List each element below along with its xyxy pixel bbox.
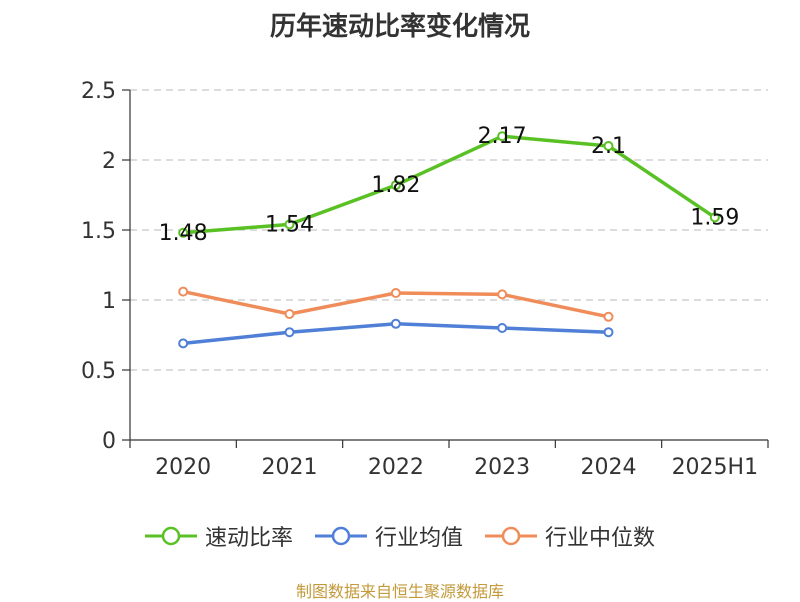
- x-tick-label: 2020: [155, 455, 211, 480]
- legend-marker-industry-median: [485, 526, 537, 546]
- y-tick-label: 2: [102, 149, 116, 174]
- x-tick-label: 2024: [581, 455, 637, 480]
- data-label: 1.48: [159, 221, 208, 246]
- data-point: [178, 338, 189, 349]
- legend-label-industry-median: 行业中位数: [545, 526, 656, 551]
- data-point: [603, 311, 614, 322]
- legend: 速动比率 行业均值 行业中位数: [0, 520, 800, 552]
- series-line-0: [183, 134, 716, 235]
- data-point: [284, 327, 295, 338]
- legend-marker-industry-mean: [314, 526, 367, 546]
- data-point: [603, 141, 614, 151]
- y-tick-label: 1: [102, 289, 116, 314]
- data-point: [390, 288, 401, 298]
- y-tick-label: 0.5: [81, 359, 116, 384]
- data-point: [497, 131, 508, 142]
- chart-title: 历年速动比率变化情况: [269, 12, 530, 42]
- data-point: [390, 318, 401, 329]
- data-point: [284, 309, 295, 319]
- legend-marker-quick-ratio: [144, 526, 197, 546]
- x-tick-label: 2022: [368, 455, 424, 480]
- data-label: 2.1: [591, 134, 626, 159]
- data-point: [178, 286, 189, 297]
- data-point: [497, 323, 508, 333]
- data-point: [497, 289, 508, 300]
- data-point: [709, 212, 720, 223]
- data-label: 1.54: [265, 212, 314, 237]
- data-point: [603, 327, 614, 338]
- y-tick-label: 1.5: [81, 219, 116, 244]
- data-point: [284, 219, 295, 230]
- y-tick-label: 0: [102, 429, 116, 454]
- x-tick-label: 2021: [262, 455, 318, 480]
- data-point: [178, 227, 189, 238]
- legend-item-industry-mean[interactable]: 行业均值: [314, 520, 463, 552]
- x-tick-label: 2023: [474, 455, 530, 480]
- data-label: 1.82: [371, 173, 420, 198]
- data-label: 2.17: [478, 124, 527, 149]
- legend-item-industry-median[interactable]: 行业中位数: [485, 520, 655, 552]
- data-label: 1.59: [690, 205, 739, 230]
- source-note: 制图数据来自恒生聚源数据库: [295, 582, 504, 601]
- y-tick-label: 2.5: [81, 79, 116, 104]
- legend-item-quick-ratio[interactable]: 速动比率: [144, 520, 293, 552]
- legend-label-industry-mean: 行业均值: [374, 526, 463, 551]
- data-point: [390, 180, 401, 191]
- legend-label-quick-ratio: 速动比率: [204, 526, 293, 551]
- x-tick-label: 2025H1: [672, 455, 759, 480]
